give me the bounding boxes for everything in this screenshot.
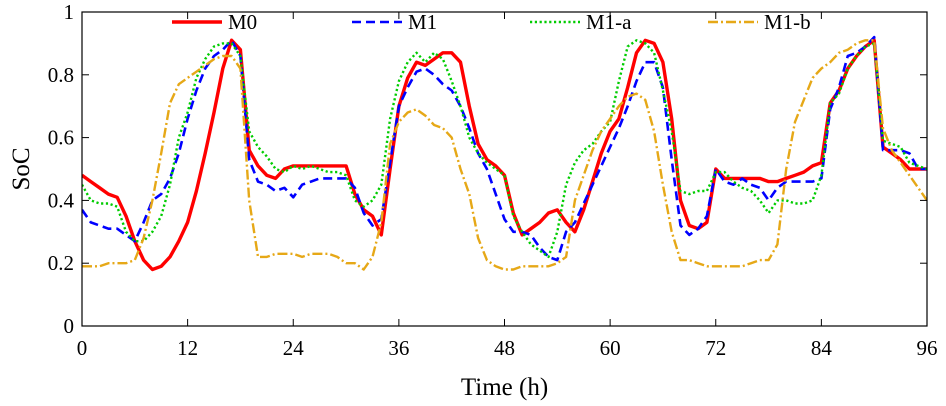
x-tick-label: 60: [600, 336, 621, 360]
series-line-m0: [82, 38, 927, 272]
legend: M0 M1 M1-a M1-b: [172, 10, 811, 34]
y-tick-label: 0: [64, 314, 75, 338]
legend-label-m1-a: M1-a: [586, 10, 632, 34]
legend-label-m1-b: M1-b: [764, 10, 811, 34]
plot-frame: [81, 11, 928, 327]
x-tick-label: 72: [705, 336, 726, 360]
x-tick-label: 84: [811, 336, 833, 360]
x-tick-label: 0: [77, 336, 88, 360]
legend-label-m1: M1: [408, 10, 437, 34]
y-tick-label: 0.8: [48, 63, 74, 87]
x-tick-label: 36: [388, 336, 409, 360]
series-layer: [82, 35, 927, 272]
series-line-m1-b: [82, 39, 927, 271]
x-tick-label: 24: [283, 336, 305, 360]
legend-label-m0: M0: [228, 10, 257, 34]
series-line-m1: [82, 35, 927, 262]
x-tick-label: 12: [177, 336, 198, 360]
y-tick-label: 0.2: [48, 251, 74, 275]
y-tick-label: 1: [64, 0, 75, 24]
x-tick-label: 96: [917, 336, 938, 360]
y-tick-label: 0.6: [48, 126, 74, 150]
y-axis-title: SoC: [8, 147, 35, 190]
axis-ticks: 0 12 24 36 48 60 72 84 96 0 0.2 0.4 0.6 0.8 1: [48, 0, 938, 360]
series-line-m1-a: [82, 39, 927, 259]
y-tick-label: 0.4: [48, 188, 75, 212]
x-axis-title: Time (h): [461, 374, 548, 401]
x-tick-label: 48: [494, 336, 515, 360]
